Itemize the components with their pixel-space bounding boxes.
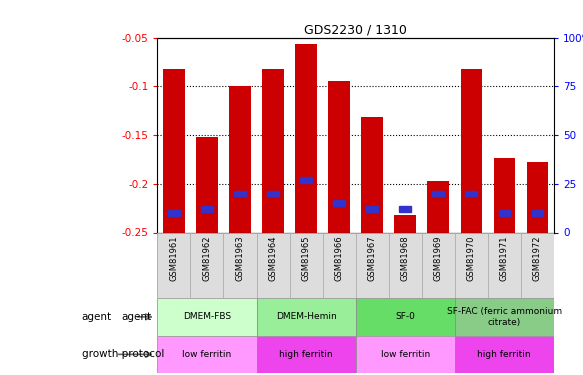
Bar bbox=[361, 117, 383, 232]
Bar bbox=[389, 232, 422, 298]
Text: high ferritin: high ferritin bbox=[477, 350, 531, 359]
Bar bbox=[267, 190, 279, 196]
Bar bbox=[257, 336, 356, 373]
Text: GSM81968: GSM81968 bbox=[401, 236, 410, 281]
Text: GSM81966: GSM81966 bbox=[335, 236, 343, 281]
Text: GSM81970: GSM81970 bbox=[467, 236, 476, 281]
Bar bbox=[356, 298, 455, 336]
Text: low ferritin: low ferritin bbox=[182, 350, 231, 359]
Text: SF-FAC (ferric ammonium
citrate): SF-FAC (ferric ammonium citrate) bbox=[447, 307, 562, 327]
Bar bbox=[526, 162, 548, 232]
Bar bbox=[465, 190, 477, 196]
Bar bbox=[328, 81, 350, 232]
Title: GDS2230 / 1310: GDS2230 / 1310 bbox=[304, 23, 407, 36]
Bar bbox=[461, 69, 482, 232]
Text: GSM81971: GSM81971 bbox=[500, 236, 509, 281]
Bar bbox=[455, 298, 554, 336]
Bar bbox=[521, 232, 554, 298]
Bar bbox=[191, 232, 223, 298]
Text: agent: agent bbox=[121, 312, 152, 322]
Bar bbox=[157, 232, 191, 298]
Bar bbox=[494, 158, 515, 232]
Text: GSM81967: GSM81967 bbox=[368, 236, 377, 281]
Bar bbox=[257, 232, 290, 298]
Bar bbox=[157, 298, 257, 336]
Bar bbox=[498, 210, 510, 216]
Text: GSM81963: GSM81963 bbox=[236, 236, 244, 281]
Text: GSM81969: GSM81969 bbox=[434, 236, 442, 281]
Text: GSM81961: GSM81961 bbox=[170, 236, 178, 281]
Bar bbox=[455, 232, 488, 298]
Bar bbox=[399, 206, 411, 212]
Bar bbox=[422, 232, 455, 298]
Bar bbox=[322, 232, 356, 298]
Bar bbox=[433, 190, 444, 196]
Bar bbox=[356, 232, 389, 298]
Text: GSM81972: GSM81972 bbox=[533, 236, 542, 281]
Bar bbox=[532, 210, 543, 216]
Text: growth protocol: growth protocol bbox=[82, 350, 164, 359]
Bar bbox=[395, 215, 416, 232]
Bar bbox=[196, 137, 217, 232]
Text: DMEM-Hemin: DMEM-Hemin bbox=[276, 312, 336, 321]
Bar bbox=[234, 190, 246, 196]
Bar bbox=[296, 44, 317, 232]
Bar bbox=[290, 232, 322, 298]
Text: GSM81965: GSM81965 bbox=[301, 236, 311, 281]
Bar bbox=[168, 210, 180, 216]
Bar bbox=[356, 336, 455, 373]
Bar bbox=[333, 200, 345, 206]
Bar bbox=[157, 336, 257, 373]
Text: SF-0: SF-0 bbox=[395, 312, 415, 321]
Text: low ferritin: low ferritin bbox=[381, 350, 430, 359]
Text: GSM81964: GSM81964 bbox=[269, 236, 278, 281]
Bar bbox=[223, 232, 257, 298]
Bar bbox=[300, 177, 312, 183]
Text: high ferritin: high ferritin bbox=[279, 350, 333, 359]
Bar bbox=[488, 232, 521, 298]
Bar bbox=[163, 69, 185, 232]
Bar bbox=[229, 86, 251, 232]
Text: agent: agent bbox=[82, 312, 112, 322]
Bar bbox=[257, 298, 356, 336]
Bar bbox=[262, 69, 284, 232]
Bar bbox=[366, 206, 378, 212]
Bar bbox=[455, 336, 554, 373]
Text: DMEM-FBS: DMEM-FBS bbox=[183, 312, 231, 321]
Bar bbox=[427, 181, 449, 232]
Text: GSM81962: GSM81962 bbox=[202, 236, 212, 281]
Bar bbox=[201, 206, 213, 212]
